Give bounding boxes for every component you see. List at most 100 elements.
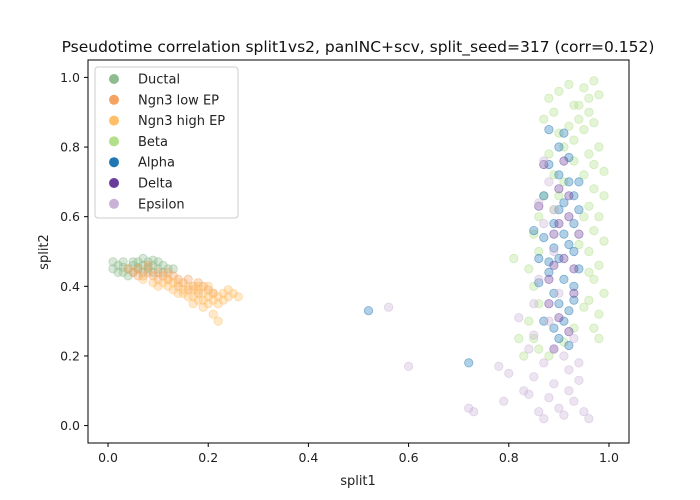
point-delta	[574, 229, 584, 239]
point-delta	[549, 229, 559, 239]
point-epsilon	[519, 386, 529, 396]
point-epsilon	[549, 344, 559, 354]
point-alpha	[564, 340, 574, 351]
legend: Ductal Ngn3 low EP Ngn3 high EP Beta Alpha De…	[94, 66, 239, 219]
point-ngn3-high-ep	[163, 274, 173, 284]
legend-label: Ngn3 low EP	[138, 93, 219, 108]
point-beta	[589, 76, 599, 86]
point-beta	[529, 281, 539, 291]
point-delta	[534, 201, 544, 211]
point-beta	[589, 226, 599, 236]
point-epsilon	[569, 333, 579, 344]
point-alpha	[559, 316, 569, 326]
point-ductal	[143, 257, 153, 267]
point-beta	[574, 100, 584, 110]
point-ngn3-high-ep	[223, 292, 233, 302]
point-beta	[589, 118, 599, 128]
point-alpha	[544, 159, 554, 170]
point-ngn3-high-ep	[198, 302, 208, 312]
point-alpha	[564, 177, 574, 187]
point-ngn3-high-ep	[188, 285, 198, 295]
point-epsilon	[559, 351, 569, 361]
point-beta	[584, 93, 594, 103]
point-beta	[509, 253, 519, 264]
point-ductal	[123, 271, 133, 281]
point-alpha	[554, 253, 564, 264]
point-alpha	[549, 288, 559, 298]
point-beta	[514, 333, 524, 344]
point-beta	[554, 191, 564, 201]
point-epsilon	[549, 246, 559, 257]
point-ductal	[138, 253, 148, 264]
point-epsilon	[524, 344, 534, 354]
legend-marker	[109, 94, 119, 105]
point-epsilon	[524, 389, 534, 399]
point-beta	[574, 114, 584, 124]
point-epsilon	[584, 413, 594, 424]
point-ngn3-high-ep	[153, 281, 163, 291]
y-tick-label: 0.0	[60, 418, 80, 433]
point-beta	[539, 114, 549, 124]
point-epsilon	[534, 274, 544, 284]
x-tick-label: 0.0	[98, 450, 118, 465]
point-epsilon	[499, 396, 509, 406]
point-epsilon	[464, 403, 474, 413]
point-ngn3-low-ep	[193, 278, 203, 288]
point-ngn3-high-ep	[213, 292, 223, 302]
point-ngn3-high-ep	[173, 278, 183, 288]
point-beta	[579, 83, 589, 93]
point-ngn3-high-ep	[218, 288, 228, 298]
point-epsilon	[564, 365, 574, 375]
legend-label: Ngn3 high EP	[138, 114, 225, 129]
x-tick-label: 0.8	[499, 450, 519, 465]
x-axis: 0.0 0.2 0.4 0.6 0.8 1.0	[98, 443, 619, 465]
legend-label: Delta	[138, 177, 173, 192]
y-tick-label: 1.0	[60, 70, 80, 85]
point-ngn3-low-ep	[193, 288, 203, 298]
point-beta	[589, 323, 599, 333]
point-alpha	[564, 239, 574, 250]
point-delta	[559, 156, 569, 166]
point-alpha	[554, 170, 564, 180]
point-alpha	[569, 246, 579, 257]
point-epsilon	[469, 407, 479, 417]
point-ngn3-low-ep	[173, 281, 183, 291]
point-delta	[564, 326, 574, 337]
point-beta	[599, 166, 609, 176]
point-delta	[564, 191, 574, 201]
point-beta	[594, 333, 604, 344]
point-delta	[559, 253, 569, 264]
point-beta	[579, 302, 589, 312]
point-ngn3-high-ep	[193, 285, 203, 295]
point-ngn3-high-ep	[213, 299, 223, 309]
point-epsilon	[529, 330, 539, 340]
point-ductal	[148, 260, 158, 270]
point-ductal	[108, 257, 118, 267]
point-epsilon	[383, 302, 394, 312]
point-delta	[564, 212, 574, 222]
point-ngn3-low-ep	[123, 264, 133, 274]
point-alpha	[554, 205, 564, 215]
point-beta	[584, 246, 594, 257]
point-alpha	[363, 306, 374, 316]
point-alpha	[564, 306, 574, 316]
point-alpha	[539, 191, 549, 201]
point-beta	[529, 229, 539, 239]
point-ngn3-low-ep	[183, 274, 193, 284]
point-ngn3-low-ep	[143, 260, 153, 270]
point-ngn3-high-ep	[163, 281, 173, 291]
point-epsilon	[403, 361, 414, 371]
point-ngn3-low-ep	[153, 274, 163, 284]
point-ductal	[118, 262, 128, 272]
point-ngn3-high-ep	[173, 288, 183, 298]
legend-marker	[109, 115, 119, 126]
point-epsilon	[539, 156, 549, 166]
point-beta	[594, 212, 604, 222]
point-epsilon	[529, 372, 539, 382]
point-ngn3-low-ep	[133, 264, 143, 274]
legend-label: Alpha	[138, 156, 175, 171]
point-ngn3-high-ep	[213, 316, 223, 326]
point-ngn3-high-ep	[168, 285, 178, 295]
point-beta	[534, 246, 544, 257]
point-beta	[584, 295, 594, 305]
